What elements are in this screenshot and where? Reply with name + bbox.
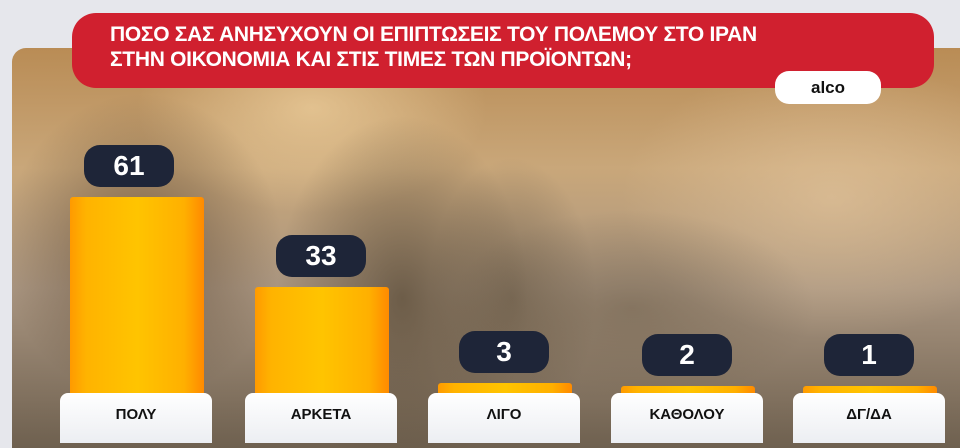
bar-3 (621, 386, 755, 393)
category-label: ΔΓ/ΔΑ (793, 393, 945, 443)
value-label: 33 (276, 234, 366, 277)
source-badge: alco (775, 71, 881, 104)
category-label: ΑΡΚΕΤΑ (245, 393, 397, 443)
value-label: 1 (824, 334, 914, 376)
category-label: ΠΟΛΥ (60, 393, 212, 443)
title-line-1: ΠΟΣΟ ΣΑΣ ΑΝΗΣΥΧΟΥΝ ΟΙ ΕΠΙΠΤΩΣΕΙΣ ΤΟΥ ΠΟΛ… (110, 23, 757, 46)
bar-1 (255, 286, 389, 393)
bar-0 (70, 197, 204, 393)
value-label: 3 (459, 331, 549, 374)
title-line-2: ΣΤΗΝ ΟΙΚΟΝΟΜΙΑ ΚΑΙ ΣΤΙΣ ΤΙΜΕΣ ΤΩΝ ΠΡΟΪΟΝ… (110, 48, 632, 71)
category-label: ΛΙΓΟ (428, 393, 580, 443)
value-label: 61 (84, 145, 174, 187)
bar-2 (438, 383, 572, 393)
category-label: ΚΑΘΟΛΟΥ (611, 393, 763, 443)
value-label: 2 (642, 334, 732, 376)
bar-4 (803, 386, 937, 393)
